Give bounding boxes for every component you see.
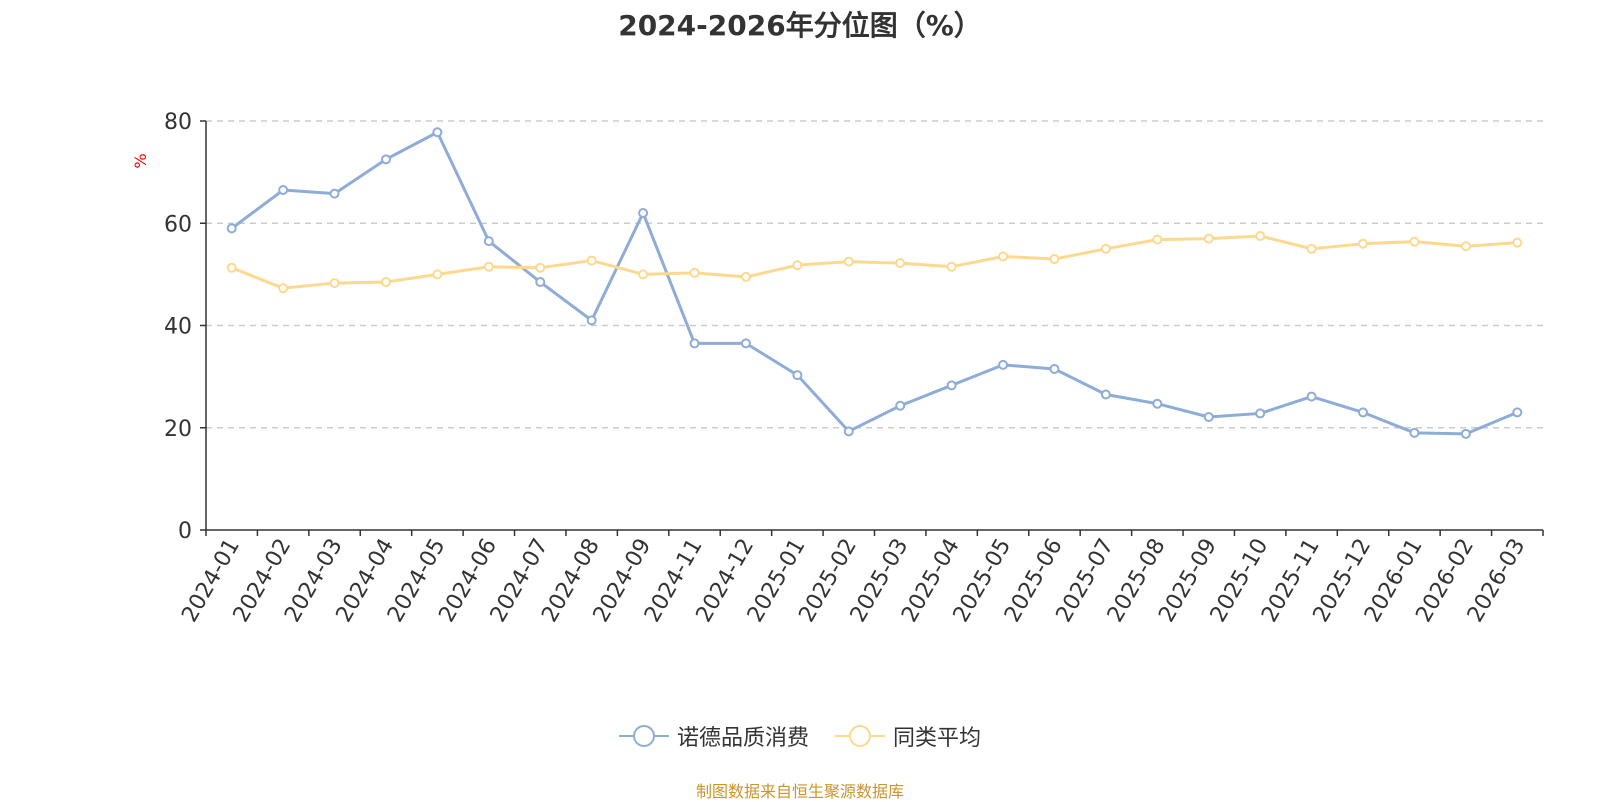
data-point-series-0[interactable] (1152, 398, 1163, 409)
data-point-series-1[interactable] (483, 261, 494, 272)
series-line-0 (230, 130, 1518, 436)
series-layer (226, 127, 1523, 439)
data-point-series-0[interactable] (586, 315, 597, 326)
data-point-series-1[interactable] (638, 269, 649, 280)
data-point-series-1[interactable] (843, 256, 854, 267)
legend-item-fund[interactable]: 诺德品质消费 (618, 720, 809, 752)
legend-label-average: 同类平均 (893, 726, 982, 751)
data-point-series-1[interactable] (740, 271, 751, 282)
data-point-series-1[interactable] (1460, 241, 1471, 252)
data-point-series-0[interactable] (946, 380, 957, 391)
data-point-series-0[interactable] (1512, 407, 1523, 418)
data-point-series-0[interactable] (329, 188, 340, 199)
data-point-series-1[interactable] (1152, 234, 1163, 245)
data-point-series-1[interactable] (1512, 237, 1523, 248)
legend-line-circle-icon (835, 725, 885, 747)
data-point-series-0[interactable] (740, 338, 751, 349)
legend: 诺德品质消费 同类平均 (0, 720, 1600, 752)
data-point-series-0[interactable] (432, 127, 443, 138)
data-point-series-0[interactable] (1306, 391, 1317, 402)
data-point-series-1[interactable] (226, 262, 237, 273)
data-point-series-0[interactable] (535, 277, 546, 288)
data-point-series-0[interactable] (1409, 427, 1420, 438)
y-tick-label: 20 (164, 417, 192, 442)
data-point-series-1[interactable] (535, 262, 546, 273)
data-point-series-0[interactable] (1255, 408, 1266, 419)
data-point-series-0[interactable] (998, 359, 1009, 370)
data-point-series-1[interactable] (998, 251, 1009, 262)
data-point-series-1[interactable] (1203, 233, 1214, 244)
data-point-series-1[interactable] (380, 277, 391, 288)
data-point-series-0[interactable] (278, 185, 289, 196)
data-point-series-1[interactable] (278, 283, 289, 294)
chart-title: 2024-2026年分位图（%） (618, 9, 982, 42)
data-point-series-1[interactable] (895, 258, 906, 269)
legend-line-circle-icon (618, 725, 669, 747)
legend-label-fund: 诺德品质消费 (676, 726, 809, 751)
legend-item-average[interactable]: 同类平均 (835, 720, 981, 752)
data-point-series-0[interactable] (689, 338, 700, 349)
data-point-series-0[interactable] (895, 400, 906, 411)
data-point-series-0[interactable] (843, 426, 854, 437)
y-tick-label: 80 (164, 110, 192, 135)
y-tick-label: 40 (164, 315, 192, 340)
source-note: 制图数据来自恒生聚源数据库 (695, 782, 904, 801)
y-tick-label: 60 (164, 212, 192, 237)
data-point-series-0[interactable] (1358, 407, 1369, 418)
data-point-series-0[interactable] (226, 223, 237, 234)
data-point-series-0[interactable] (1460, 428, 1471, 439)
data-point-series-1[interactable] (1306, 243, 1317, 254)
grid-layer (206, 120, 1543, 429)
y-axis-unit-label: % (131, 153, 150, 168)
series-line-1 (231, 234, 1518, 290)
data-point-series-1[interactable] (1358, 238, 1369, 249)
data-point-series-1[interactable] (689, 267, 700, 278)
data-point-series-1[interactable] (1255, 231, 1266, 242)
data-point-series-1[interactable] (1049, 254, 1060, 265)
data-point-series-0[interactable] (1100, 389, 1111, 400)
data-point-series-0[interactable] (638, 208, 649, 219)
data-point-series-0[interactable] (380, 154, 391, 165)
data-point-series-0[interactable] (1203, 412, 1214, 423)
data-point-series-1[interactable] (1100, 243, 1111, 254)
axis-layer: 0204060802024-012024-022024-032024-04202… (164, 110, 1544, 627)
data-point-series-1[interactable] (432, 269, 443, 280)
data-point-series-1[interactable] (586, 255, 597, 266)
data-point-series-1[interactable] (946, 261, 957, 272)
data-point-series-0[interactable] (483, 236, 494, 247)
y-tick-label: 0 (178, 519, 192, 544)
data-point-series-0[interactable] (1049, 363, 1060, 374)
data-point-series-1[interactable] (329, 278, 340, 289)
data-point-series-1[interactable] (1409, 236, 1420, 247)
data-point-series-0[interactable] (792, 370, 803, 381)
data-point-series-1[interactable] (792, 260, 803, 271)
